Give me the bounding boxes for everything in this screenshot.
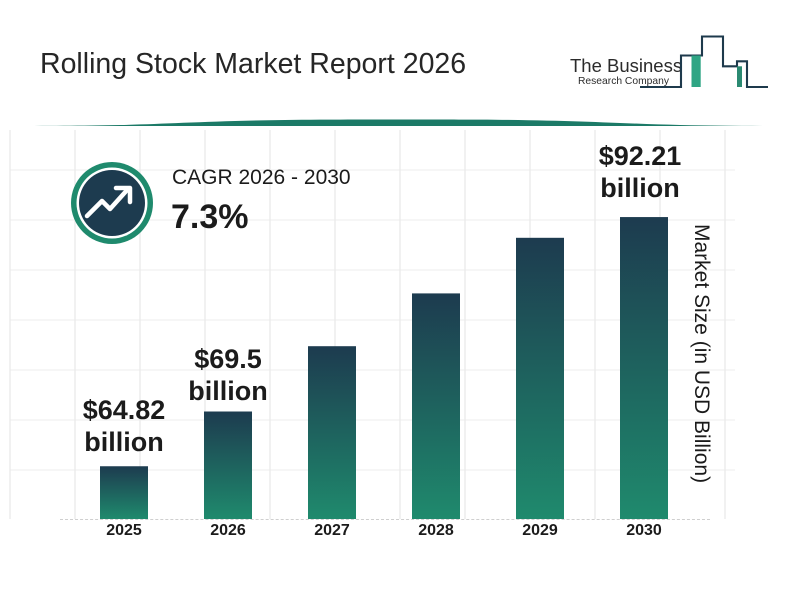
svg-text:The Business: The Business	[570, 55, 682, 76]
svg-text:Research Company: Research Company	[578, 76, 670, 87]
